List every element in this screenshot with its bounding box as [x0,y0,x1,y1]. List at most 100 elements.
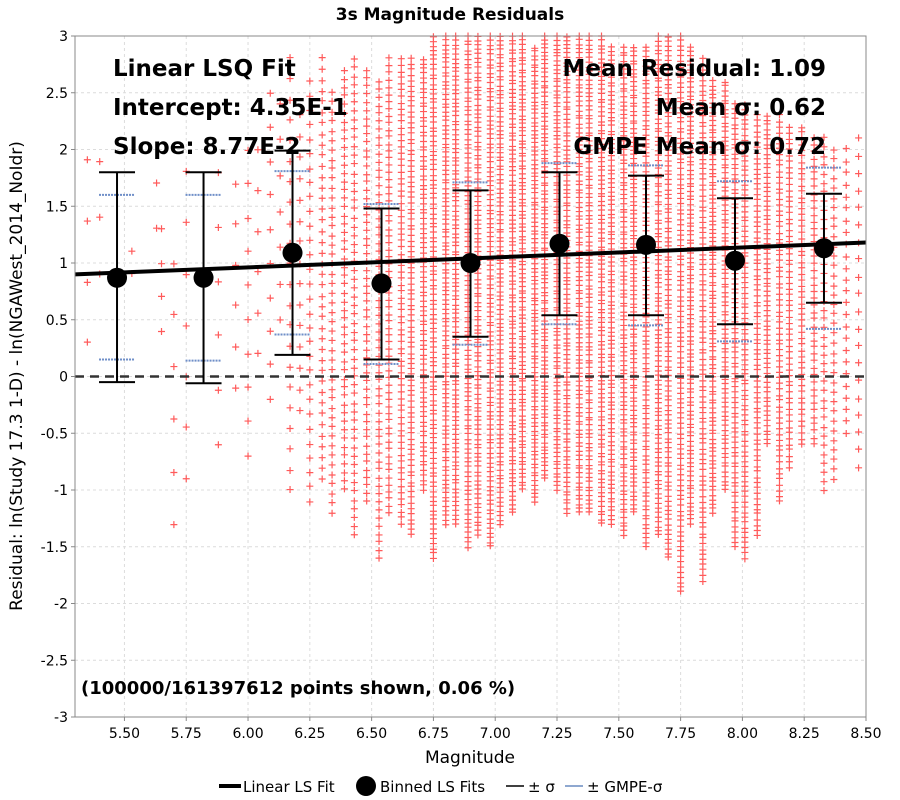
scatter-point [775,352,783,360]
scatter-point [385,296,393,304]
scatter-point [397,200,405,208]
scatter-point [620,58,628,66]
scatter-point [363,473,371,481]
scatter-point [328,461,336,469]
scatter-point [363,115,371,123]
scatter-point [286,96,294,104]
scatter-point [385,105,393,113]
scatter-point [721,133,729,141]
scatter-point [496,162,504,170]
scatter-point [385,337,393,345]
scatter-point [442,463,450,471]
binned-point [813,238,834,259]
scatter-point [385,183,393,191]
scatter-point [306,425,314,433]
scatter-point [363,235,371,243]
scatter-point [486,281,494,289]
scatter-point [486,164,494,172]
scatter-point [763,126,771,134]
scatter-point [598,42,606,50]
scatter-point [328,116,336,124]
scatter-point [785,256,793,264]
scatter-point [699,346,707,354]
scatter-point [363,67,371,75]
scatter-point [363,147,371,155]
scatter-point [785,354,793,362]
scatter-point [306,207,314,215]
scatter-point [741,402,749,410]
scatter-point [328,405,336,413]
scatter-point [407,72,415,80]
scatter-point [677,461,685,469]
scatter-point [709,353,717,361]
y-tick-label: -3 [54,710,68,726]
x-tick-label: 6.50 [356,726,387,742]
scatter-point [721,289,729,297]
scatter-point [340,109,348,117]
scatter-point [318,281,326,289]
scatter-point [397,282,405,290]
scatter-point [420,418,428,426]
y-tick-label: 1 [59,256,68,272]
scatter-point [328,347,336,355]
scatter-point [375,78,383,86]
scatter-point [630,381,638,389]
scatter-point [677,134,685,142]
scatter-point [585,440,593,448]
legend-binned-label: Binned LS Fits [380,778,485,796]
scatter-point [785,394,793,402]
scatter-point [286,383,294,391]
scatter-point [340,340,348,348]
scatter-point [741,290,749,298]
scatter-point [585,462,593,470]
scatter-point [318,409,326,417]
scatter-column [254,146,262,357]
scatter-point [328,394,336,402]
scatter-point [699,119,707,127]
scatter-point [385,502,393,510]
scatter-point [363,177,371,185]
scatter-point [306,295,314,303]
scatter-point [340,331,348,339]
scatter-point [328,414,336,422]
scatter-point [397,475,405,483]
scatter-point [429,33,437,41]
scatter-point [509,330,517,338]
scatter-point [420,153,428,161]
scatter-point [731,394,739,402]
scatter-point [509,418,517,426]
scatter-point [306,92,314,100]
scatter-point [474,299,482,307]
scatter-point [83,278,91,286]
scatter-point [775,151,783,159]
scatter-point [452,301,460,309]
scatter-point [385,311,393,319]
scatter-point [731,325,739,333]
scatter-point [318,421,326,429]
scatter-point [340,460,348,468]
scatter-point [509,177,517,185]
scatter-point [350,364,358,372]
scatter-point [699,277,707,285]
scatter-point [721,317,729,325]
scatter-point [664,339,672,347]
scatter-point [518,383,526,391]
scatter-point [397,508,405,516]
scatter-point [350,505,358,513]
scatter-point [340,220,348,228]
scatter-point [753,234,761,242]
scatter-point [654,56,662,64]
scatter-point [397,155,405,163]
scatter-point [785,297,793,305]
scatter-point [340,314,348,322]
scatter-point [318,239,326,247]
scatter-point [775,336,783,344]
scatter-point [741,386,749,394]
scatter-point [328,128,336,136]
scatter-point [397,175,405,183]
scatter-point [328,299,336,307]
scatter-point [318,464,326,472]
scatter-point [318,216,326,224]
scatter-point [306,324,314,332]
scatter-point [385,267,393,275]
